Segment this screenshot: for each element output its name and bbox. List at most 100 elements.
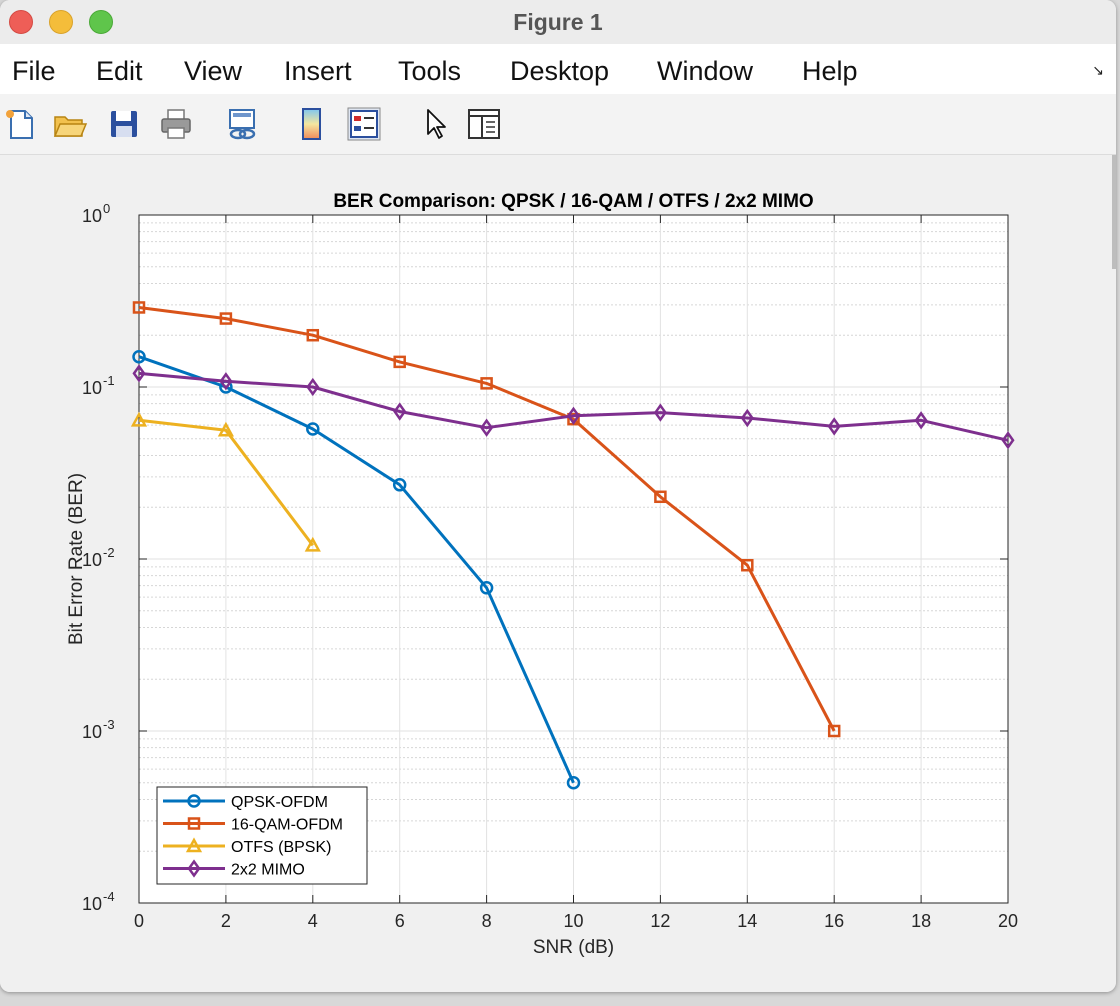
- series-line: [138, 355, 575, 784]
- menu-view[interactable]: View: [184, 56, 243, 86]
- x-tick-label: 18: [911, 911, 931, 931]
- y-tick-label: 10: [82, 550, 102, 570]
- data-point[interactable]: [1001, 431, 1015, 450]
- x-tick-label: 0: [134, 911, 144, 931]
- data-point[interactable]: [479, 581, 494, 595]
- data-point[interactable]: [304, 536, 321, 552]
- data-point[interactable]: [653, 403, 667, 422]
- menu-help[interactable]: Help: [802, 56, 858, 86]
- chart-title: BER Comparison: QPSK / 16-QAM / OTFS / 2…: [333, 191, 813, 212]
- series-1: [132, 349, 581, 790]
- menu-tools[interactable]: Tools: [398, 56, 462, 86]
- x-tick-label: 12: [650, 911, 670, 931]
- data-point[interactable]: [914, 411, 928, 430]
- data-point[interactable]: [480, 377, 493, 390]
- link-plot-icon[interactable]: [224, 106, 260, 142]
- data-point[interactable]: [130, 411, 148, 427]
- data-point[interactable]: [306, 422, 320, 436]
- x-tick-label: 4: [308, 911, 318, 931]
- legend-entry: OTFS (BPSK): [231, 839, 331, 856]
- data-point[interactable]: [393, 355, 406, 369]
- data-point[interactable]: [306, 328, 320, 342]
- figure-canvas: 0 2 4 6 8 10 12 14 16 18 20 10 -4 10 -3 10 -2 10 -1 10 0 BER…: [0, 155, 1116, 992]
- edit-plot-icon[interactable]: [418, 106, 454, 142]
- title-bar: Figure 1: [0, 0, 1116, 44]
- x-tick-label: 10: [563, 911, 583, 931]
- property-inspector-icon[interactable]: [466, 106, 502, 142]
- print-icon[interactable]: [158, 106, 194, 142]
- legend-entry: 16-QAM-OFDM: [231, 817, 343, 834]
- data-point[interactable]: [741, 558, 754, 572]
- y-tick-exponent: -3: [103, 717, 115, 732]
- y-axis-label: Bit Error Rate (BER): [66, 473, 87, 645]
- x-tick-label: 16: [824, 911, 844, 931]
- data-point[interactable]: [217, 421, 235, 437]
- data-point[interactable]: [132, 301, 146, 314]
- legend[interactable]: QPSK-OFDM 16-QAM-OFDM OTFS (BPSK) 2x2 MIMO: [156, 786, 368, 885]
- menu-desktop[interactable]: Desktop: [510, 56, 610, 86]
- data-point[interactable]: [132, 349, 146, 364]
- x-tick-label: 8: [482, 911, 492, 931]
- menu-file[interactable]: File: [12, 56, 56, 86]
- window-title: Figure 1: [513, 9, 603, 35]
- y-tick-label: 10: [82, 894, 102, 914]
- series-3: [130, 411, 321, 552]
- toolbar: [0, 94, 1116, 155]
- data-point[interactable]: [306, 377, 320, 397]
- y-tick-exponent: -4: [103, 889, 115, 904]
- maximize-window-button[interactable]: [89, 10, 113, 34]
- y-tick-exponent: 0: [103, 201, 110, 216]
- data-point[interactable]: [392, 478, 407, 492]
- data-point[interactable]: [827, 724, 841, 738]
- legend-entry: 2x2 MIMO: [231, 862, 305, 879]
- legend-marker[interactable]: [187, 794, 201, 808]
- data-point[interactable]: [740, 408, 754, 428]
- close-window-button[interactable]: [9, 10, 33, 34]
- data-point[interactable]: [393, 402, 407, 421]
- series-line: [138, 306, 836, 732]
- x-tick-label: 6: [395, 911, 405, 931]
- new-figure-icon[interactable]: [2, 106, 38, 142]
- legend-marker[interactable]: [187, 817, 201, 830]
- series-line: [138, 371, 1009, 442]
- data-point[interactable]: [219, 312, 233, 325]
- series-2: [132, 301, 841, 738]
- series-line: [138, 418, 314, 547]
- open-file-icon[interactable]: [52, 106, 88, 142]
- y-tick-label: 10: [82, 722, 102, 742]
- menu-edit[interactable]: Edit: [96, 56, 143, 86]
- data-point[interactable]: [827, 417, 841, 436]
- legend-marker[interactable]: [187, 859, 201, 878]
- x-tick-label: 14: [737, 911, 757, 931]
- y-tick-exponent: -1: [103, 373, 115, 388]
- minimize-window-button[interactable]: [49, 10, 73, 34]
- y-tick-exponent: -2: [103, 545, 115, 560]
- data-point[interactable]: [132, 364, 146, 383]
- menu-bar: File Edit View Insert Tools Desktop Wind…: [0, 44, 1116, 94]
- legend-entry: QPSK-OFDM: [231, 794, 328, 811]
- x-tick-label: 2: [221, 911, 231, 931]
- menu-window[interactable]: Window: [657, 56, 754, 86]
- legend-marker[interactable]: [185, 837, 203, 853]
- data-point[interactable]: [654, 490, 667, 504]
- data-point[interactable]: [566, 776, 581, 790]
- y-tick-label: 10: [82, 206, 102, 226]
- legend-icon[interactable]: [346, 106, 382, 142]
- data-point[interactable]: [480, 418, 494, 437]
- menu-insert[interactable]: Insert: [284, 56, 352, 86]
- dock-arrow-icon[interactable]: ↘: [1092, 62, 1104, 78]
- grid-lines: [138, 214, 1009, 904]
- series-4: [132, 364, 1015, 450]
- y-tick-label: 10: [82, 378, 102, 398]
- data-point[interactable]: [566, 406, 581, 425]
- scrollbar[interactable]: [1112, 155, 1116, 269]
- colorbar-icon[interactable]: [294, 106, 330, 142]
- x-axis-label: SNR (dB): [533, 937, 614, 958]
- legend-box: [156, 786, 368, 885]
- x-tick-label: 20: [998, 911, 1018, 931]
- data-point[interactable]: [219, 372, 233, 391]
- save-icon[interactable]: [106, 106, 142, 142]
